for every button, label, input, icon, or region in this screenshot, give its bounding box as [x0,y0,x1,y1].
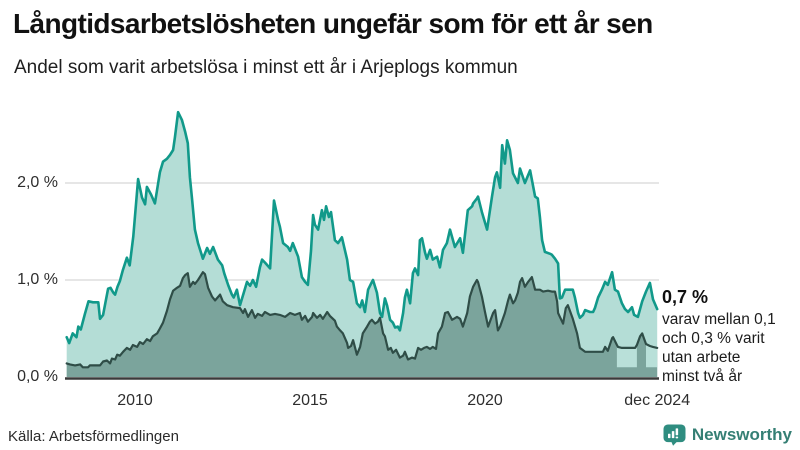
line-minst-tva-ar [65,271,659,369]
annotation-line: minst två år [662,368,743,385]
page-title: Långtidsarbetslösheten ungefär som för e… [13,8,653,39]
newsworthy-brand: Newsworthy [663,424,792,446]
x-tick-label: 2010 [117,392,153,409]
annotation-line: varav mellan 0,1 [662,311,776,328]
line-minst-ett-ar [65,110,659,345]
x-tick-label: 2020 [467,392,503,409]
y-tick-label: 2,0 % [17,174,58,191]
uncertainty-band [616,344,658,368]
annotation-latest-value: 0,7 % [662,287,709,307]
y-tick-label: 0,0 % [17,368,58,385]
annotation-line: utan arbete [662,349,741,366]
source-note: Källa: Arbetsförmedlingen [8,428,179,445]
x-tick-label: dec 2024 [624,392,691,409]
x-tick-label: 2015 [292,392,328,409]
annotation-line: och 0,3 % varit [662,330,765,347]
uncertainty-patch [616,345,637,368]
uncertainty-patch [646,344,658,368]
page-subtitle: Andel som varit arbetslösa i minst ett å… [14,57,518,78]
brand-name: Newsworthy [691,425,792,444]
y-tick-label: 1,0 % [17,271,58,288]
newsworthy-logo-icon [663,424,686,446]
